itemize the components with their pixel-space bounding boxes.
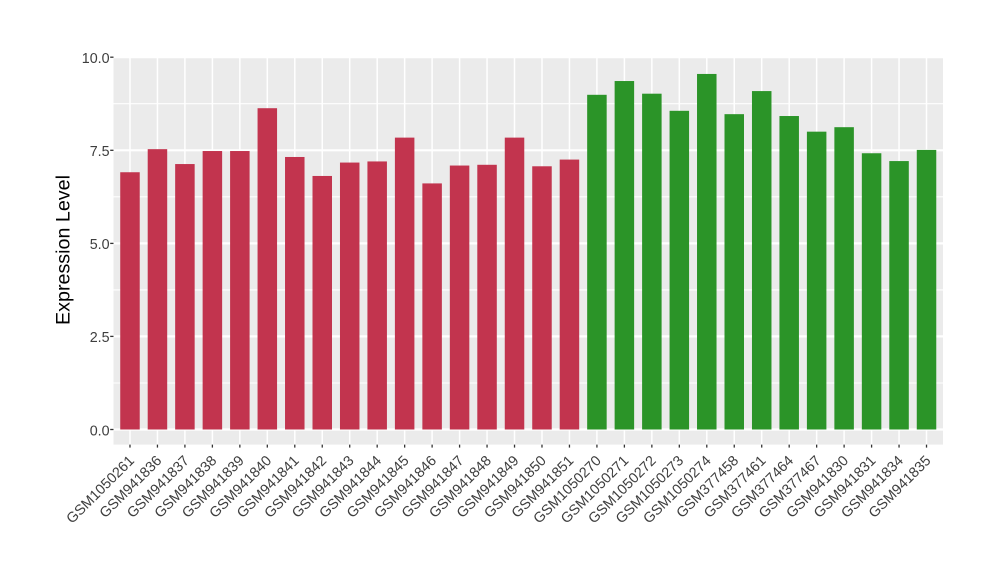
svg-text:2.5: 2.5 (90, 330, 110, 346)
svg-text:Expression Level: Expression Level (52, 175, 74, 325)
svg-text:0.0: 0.0 (90, 423, 110, 439)
svg-text:5.0: 5.0 (90, 237, 110, 253)
svg-text:7.5: 7.5 (90, 144, 110, 160)
svg-text:10.0: 10.0 (82, 51, 110, 67)
